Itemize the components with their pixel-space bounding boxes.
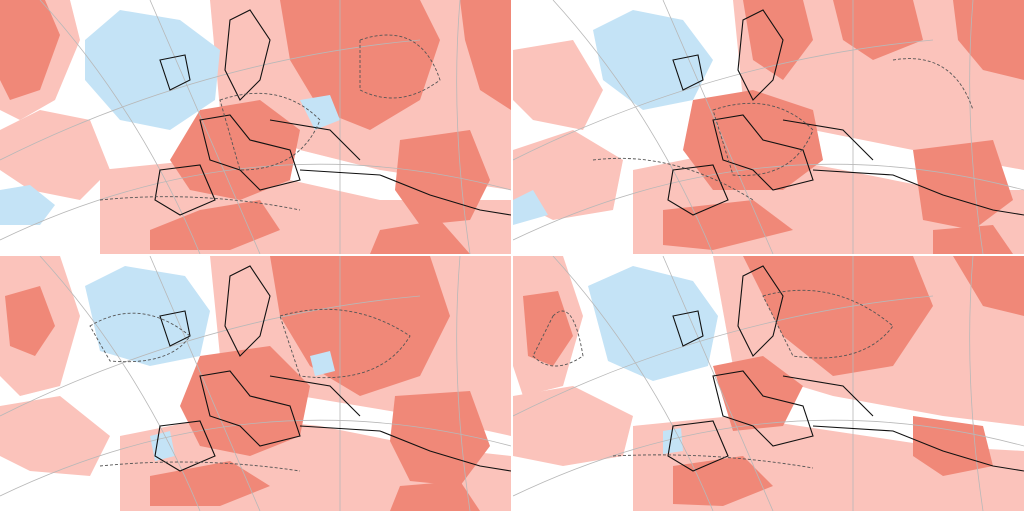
strong-positive-anomaly-region (743, 0, 813, 80)
map-panel-svg (513, 0, 1024, 254)
strong-positive-anomaly-region (460, 0, 511, 110)
map-panel-top-left (0, 0, 511, 254)
strong-positive-anomaly-region (170, 100, 300, 200)
negative-anomaly-region (0, 185, 55, 225)
graticule-lines (513, 256, 1024, 511)
coastlines (667, 9, 1024, 216)
weak-positive-anomaly-region (0, 110, 110, 200)
graticule-lines (0, 256, 511, 511)
strong-positive-anomaly-region (390, 391, 490, 486)
map-panel-svg (513, 256, 1024, 511)
coastlines (667, 265, 1024, 472)
negative-anomaly-region (663, 428, 683, 454)
map-panel-top-right (513, 0, 1024, 254)
strong-positive-anomaly-region (523, 291, 573, 366)
strong-positive-anomaly-region (150, 461, 270, 506)
panel-divider-horizontal (0, 254, 1024, 256)
strong-positive-anomaly-region (5, 286, 55, 356)
map-panel-svg (0, 256, 511, 511)
negative-anomaly-region (310, 351, 335, 376)
dashed-contours (592, 58, 974, 201)
weak-positive-anomaly-region (0, 396, 110, 476)
strong-positive-anomaly-region (395, 130, 490, 225)
negative-anomaly-region (588, 266, 718, 381)
negative-anomaly-region (593, 10, 713, 110)
coastlines (154, 9, 511, 216)
strong-positive-anomaly-region (913, 140, 1013, 230)
strong-positive-anomaly-region (0, 0, 60, 100)
strong-positive-anomaly-region (953, 256, 1024, 316)
strong-positive-anomaly-region (713, 356, 803, 431)
map-panel-svg (0, 0, 511, 254)
negative-anomaly-region (513, 190, 548, 225)
dashed-contours (89, 308, 411, 472)
strong-positive-anomaly-region (953, 0, 1024, 80)
weak-positive-anomaly-region (513, 386, 633, 466)
negative-anomaly-region (150, 431, 175, 461)
negative-anomaly-region (85, 266, 210, 366)
strong-positive-anomaly-region (913, 416, 993, 476)
negative-anomaly-region (85, 10, 220, 130)
strong-positive-anomaly-region (370, 220, 470, 254)
coastlines (154, 265, 511, 472)
strong-positive-anomaly-region (683, 90, 823, 190)
dashed-contours (99, 34, 441, 211)
weak-positive-anomaly-region (513, 40, 603, 130)
dashed-contours (532, 289, 894, 469)
map-panel-bottom-right (513, 256, 1024, 511)
strong-positive-anomaly-region (933, 225, 1013, 254)
strong-positive-anomaly-region (833, 0, 923, 60)
weak-positive-anomaly-region (513, 130, 623, 220)
negative-anomaly-region (300, 95, 340, 130)
strong-positive-anomaly-region (150, 200, 280, 250)
strong-positive-anomaly-region (743, 256, 933, 376)
strong-positive-anomaly-region (390, 481, 480, 511)
map-panel-bottom-left (0, 256, 511, 511)
strong-positive-anomaly-region (663, 200, 793, 250)
